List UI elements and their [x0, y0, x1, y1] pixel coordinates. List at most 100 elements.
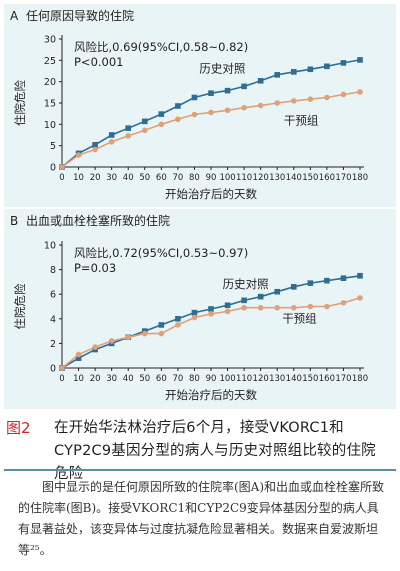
chart-b-series-control-point — [224, 302, 231, 309]
chart-b-x-tick-label: 30 — [106, 374, 117, 384]
chart-b-series-intervention-point — [340, 300, 347, 306]
chart-a-series-control-point — [357, 57, 363, 63]
chart-a-series-control-point — [141, 118, 148, 125]
chart-a-x-tick-label: 80 — [189, 173, 200, 183]
chart-a-y-tick-label: 15 — [44, 99, 56, 110]
chart-b-title: 出血或血栓栓塞所致的住院 — [26, 213, 170, 228]
chart-b-series-intervention-point — [92, 344, 98, 350]
chart-b-series-intervention-point — [324, 303, 330, 310]
chart-b-p-value: P=0.03 — [74, 261, 116, 275]
chart-a-series-intervention-point — [257, 102, 264, 109]
chart-a-series-control-point — [208, 90, 214, 96]
chart-b-x-tick-label: 0 — [59, 374, 64, 384]
chart-b-x-tick-label: 70 — [172, 374, 183, 384]
chart-a-series-intervention-point — [241, 104, 247, 111]
chart-b-x-tick-label: 160 — [319, 374, 335, 384]
chart-b-series-control-point — [340, 275, 347, 282]
chart-b-x-tick-label: 120 — [253, 374, 269, 384]
chart-a-y-tick-label: 30 — [44, 35, 56, 46]
chart-a-series-intervention-point — [307, 96, 314, 102]
figure-caption: 图2 在开始华法林治疗后6个月，接受VKORC1和CYP2C9基因分型的病人与历… — [4, 411, 396, 567]
chart-b-x-tick-label: 140 — [286, 374, 302, 384]
chart-a-y-tick-label: 10 — [44, 120, 56, 131]
chart-a-x-tick-label: 70 — [172, 173, 183, 183]
chart-b-series-control-point — [274, 288, 281, 295]
chart-a-series-intervention-point — [208, 109, 214, 116]
chart-a-y-tick-label: 0 — [50, 163, 56, 174]
chart-a-x-tick-label: 30 — [106, 173, 117, 183]
chart-b-x-axis-label: 开始治疗后的天数 — [165, 388, 257, 402]
chart-a-series-control-point — [274, 72, 281, 78]
chart-b-series-intervention-point — [307, 303, 314, 310]
chart-a-series-intervention-point — [340, 91, 347, 98]
chart-b-series-control-point — [241, 297, 247, 304]
chart-a-series-intervention-point — [290, 98, 297, 104]
chart-b-x-tick-label: 60 — [156, 374, 167, 384]
chart-a-p-value: P<0.001 — [74, 55, 124, 69]
chart-a-label-intervention: 干预组 — [284, 113, 319, 127]
chart-b-y-tick-label: 6 — [50, 290, 56, 301]
chart-b-y-tick-label: 8 — [50, 265, 56, 276]
chart-a-x-axis-label: 开始治疗后的天数 — [165, 187, 257, 201]
chart-a-series-intervention-point — [158, 121, 165, 128]
chart-a-series-intervention-point — [191, 111, 198, 118]
chart-a-x-tick-label: 120 — [253, 173, 269, 183]
chart-a-panel-label: A — [10, 9, 19, 23]
chart-a-y-axis-label: 住院危险 — [13, 80, 27, 126]
chart-b-series-intervention-point — [274, 304, 281, 311]
chart-a-series-intervention-line — [61, 91, 361, 168]
chart-b-x-tick-label: 20 — [90, 374, 101, 384]
chart-b-series-control-point — [75, 355, 82, 361]
chart-a-series-intervention-point — [175, 116, 181, 123]
chart-b-x-tick-label: 130 — [269, 374, 285, 384]
chart-a-x-tick-label: 10 — [73, 173, 84, 183]
chart-b-series-intervention-point — [75, 351, 82, 358]
chart-a-series-control-point — [257, 78, 264, 84]
chart-b-series-intervention-point — [290, 304, 297, 311]
chart-b-series-intervention-point — [224, 308, 231, 315]
chart-b-series-intervention-point — [158, 330, 165, 337]
chart-b-series-intervention-point — [208, 311, 214, 317]
chart-a-series-control-point — [224, 87, 231, 94]
chart-a-x-tick-label: 100 — [219, 173, 235, 183]
chart-a-series-control-point — [175, 103, 181, 109]
chart-a-series-control-point — [158, 111, 165, 117]
figure-description: 图中显示的是任何原因所致的住院率(图A)和出血或血栓栓塞所致的住院率(图B)。接… — [18, 480, 385, 557]
chart-b-label-control: 历史对照 — [223, 277, 269, 291]
chart-a-series-intervention-point — [141, 127, 148, 134]
chart-b-x-tick-label: 50 — [139, 374, 150, 384]
chart-a-series-control-point — [340, 60, 347, 66]
chart-a-x-tick-label: 0 — [59, 173, 64, 183]
chart-a-series-intervention-point — [357, 89, 363, 95]
chart-b-x-tick-label: 110 — [236, 374, 252, 384]
chart-b-series-control-point — [290, 284, 297, 290]
chart-a-series-intervention-point — [108, 139, 115, 145]
chart-b-x-tick-label: 180 — [352, 374, 368, 384]
chart-a-series-intervention-point — [224, 107, 231, 114]
chart-a-series-control-point — [125, 125, 132, 131]
chart-a-y-tick-label: 25 — [44, 56, 56, 67]
chart-a-hazard-ratio: 风险比,0.69(95%CI,0.58~0.82) — [74, 40, 248, 54]
chart-b-series-intervention-point — [108, 338, 115, 344]
chart-a-x-tick-label: 160 — [319, 173, 335, 183]
figure-title: 在开始华法林治疗后6个月，接受VKORC1和CYP2C9基因分型的病人与历史对照… — [54, 420, 376, 482]
chart-b-y-tick-label: 4 — [50, 314, 56, 325]
chart-a-x-tick-label: 60 — [156, 173, 167, 183]
chart-b-series-intervention-point — [357, 295, 363, 301]
chart-b-y-tick-label: 2 — [50, 339, 56, 350]
chart-b-series-control-point — [324, 277, 330, 284]
chart-b-series-control-point — [208, 306, 214, 312]
chart-a-x-tick-label: 40 — [123, 173, 134, 183]
chart-b-series-intervention-point — [191, 314, 198, 321]
chart-a-x-tick-label: 110 — [236, 173, 252, 183]
chart-b-x-tick-label: 170 — [335, 374, 351, 384]
chart-b-series-control-point — [158, 322, 165, 328]
chart-a-series-control-point — [108, 132, 115, 138]
chart-a-series-control-point — [241, 83, 247, 90]
chart-a-series-intervention-point — [75, 152, 82, 158]
chart-a-x-tick-label: 150 — [302, 173, 318, 183]
chart-a-series-intervention-point — [125, 133, 132, 139]
chart-b-series-intervention-point — [241, 304, 247, 311]
chart-b-series-intervention-point — [125, 334, 132, 341]
